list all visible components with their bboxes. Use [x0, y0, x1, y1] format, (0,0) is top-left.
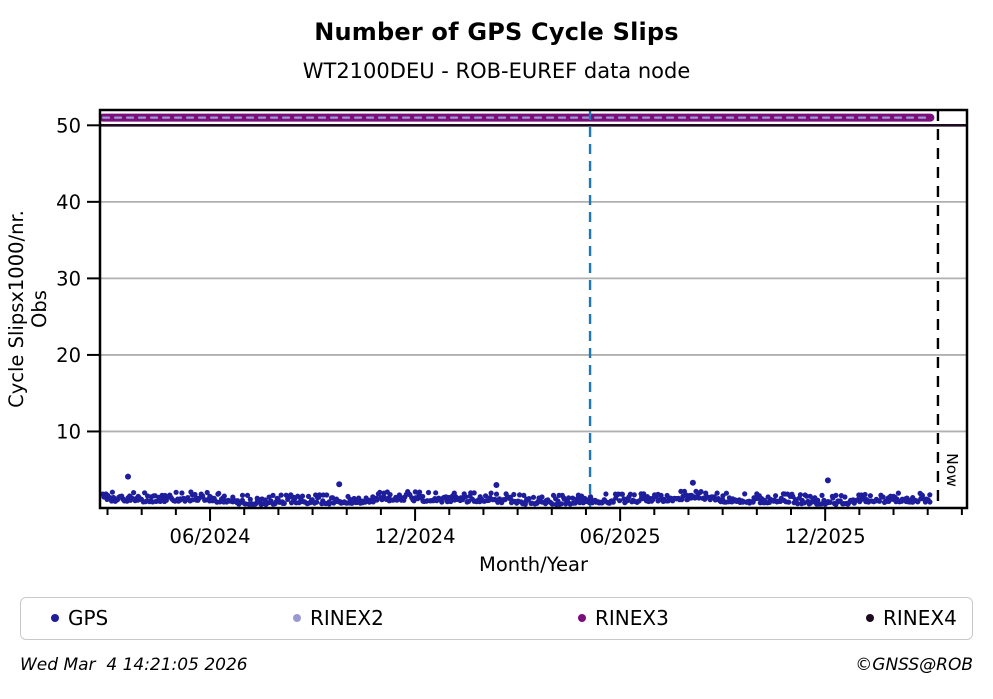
- y-tick-label: 20: [56, 344, 81, 367]
- legend-item-rinex4: RINEX4: [866, 598, 957, 638]
- legend-label: RINEX4: [883, 606, 957, 630]
- x-tick-label: 12/2024: [375, 525, 456, 548]
- copyright-text: ©GNSS@ROB: [855, 655, 973, 675]
- x-axis-label: Month/Year: [479, 553, 588, 576]
- plot-area: 06/2024 12/2024 06/2025 12/2025 10 20 30 40 50: [56, 108, 969, 548]
- timestamp-text: Wed Mar 4 14:21:05 2026: [20, 655, 248, 675]
- x-tick-label: 12/2025: [785, 525, 866, 548]
- rinex3-marker-icon: [578, 614, 586, 622]
- gps-scatter: [100, 473, 933, 508]
- rinex4-marker-icon: [866, 614, 874, 622]
- y-tick-label: 30: [56, 267, 81, 290]
- rinex2-marker-icon: [293, 614, 301, 622]
- gridlines: [100, 200, 967, 433]
- legend-label: RINEX2: [310, 606, 384, 630]
- legend-item-rinex2: RINEX2: [293, 598, 384, 638]
- axis-ticks: [87, 124, 963, 521]
- x-tick-label: 06/2024: [170, 525, 251, 548]
- chart-title: Number of GPS Cycle Slips: [314, 18, 679, 46]
- y-tick-label: 40: [56, 191, 81, 214]
- legend-box: GPS RINEX2 RINEX3 RINEX4: [20, 597, 973, 640]
- y-tick-label: 50: [56, 114, 81, 137]
- now-marker-label: Now: [943, 453, 961, 487]
- chart-subtitle: WT2100DEU - ROB-EUREF data node: [302, 59, 691, 83]
- legend-label: GPS: [68, 606, 109, 630]
- legend-item-rinex3: RINEX3: [578, 598, 669, 638]
- legend-item-gps: GPS: [51, 598, 108, 638]
- plot-frame: [98, 108, 969, 510]
- x-tick-label: 06/2025: [580, 525, 661, 548]
- gps-marker-icon: [51, 614, 59, 622]
- legend-label: RINEX3: [595, 606, 669, 630]
- y-axis-label: Cycle Slipsx1000/nr. Obs: [5, 210, 51, 408]
- rinex-lines: [100, 113, 967, 127]
- y-tick-label: 10: [56, 420, 81, 443]
